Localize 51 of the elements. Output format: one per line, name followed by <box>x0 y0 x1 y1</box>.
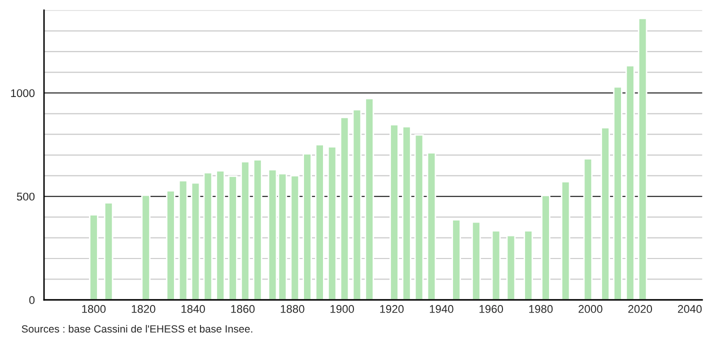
bar <box>414 134 424 300</box>
bar <box>228 175 238 300</box>
bar <box>327 146 337 300</box>
bar <box>541 194 550 300</box>
bar <box>178 180 188 300</box>
x-tick-label: 1820 <box>132 305 156 313</box>
bar <box>583 158 593 300</box>
bar <box>638 18 648 300</box>
bar <box>290 175 300 300</box>
x-tick-label: 2040 <box>678 305 702 313</box>
bar <box>390 124 399 300</box>
bar <box>216 170 226 300</box>
bar <box>190 182 200 300</box>
bar <box>472 221 481 300</box>
bar <box>240 160 250 300</box>
x-tick-label: 1800 <box>82 305 106 313</box>
bar <box>315 144 324 300</box>
bar <box>426 152 436 300</box>
source-note: Sources : base Cassini de l'EHESS et base Insee. <box>22 324 252 333</box>
bar <box>89 214 98 300</box>
bar <box>625 64 635 300</box>
x-tick-label: 1900 <box>330 305 354 313</box>
bar <box>252 159 262 300</box>
bar <box>352 109 362 300</box>
y-tick-label: 500 <box>16 192 35 201</box>
bar <box>302 153 312 300</box>
bar <box>613 86 622 300</box>
bar <box>524 230 534 300</box>
x-tick-label: 2020 <box>628 305 652 313</box>
x-tick-label: 1880 <box>280 305 304 313</box>
x-tick-label: 1940 <box>430 305 454 313</box>
bar <box>506 234 516 300</box>
bar <box>491 230 501 300</box>
x-tick-label: 1840 <box>182 305 205 313</box>
bar <box>141 194 151 300</box>
bar <box>364 98 374 300</box>
y-tick-label: 1000 <box>11 89 35 98</box>
x-tick-label: 1960 <box>480 305 504 313</box>
x-tick-label: 1860 <box>231 305 255 313</box>
bar <box>203 172 213 300</box>
x-tick-label: 2000 <box>578 305 602 313</box>
bar <box>560 181 570 300</box>
y-tick-label: 0 <box>29 296 35 304</box>
bar <box>600 127 610 300</box>
bar <box>452 219 461 300</box>
bar <box>166 190 176 300</box>
bar <box>104 202 114 300</box>
x-tick-label: 1920 <box>380 305 404 313</box>
x-tick-label: 1980 <box>529 305 553 313</box>
bar <box>402 126 412 300</box>
bar <box>340 116 350 300</box>
